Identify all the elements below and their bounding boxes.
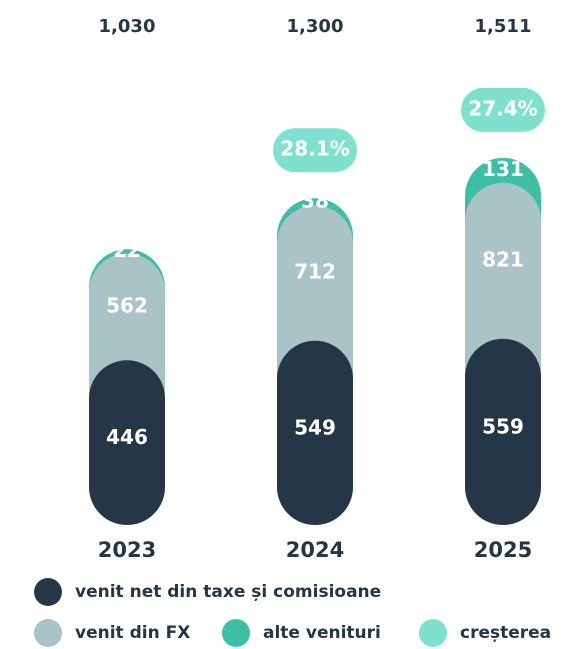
segment-label: 712 — [294, 260, 336, 284]
growth-label: 28.1% — [280, 137, 349, 161]
bar-segment — [465, 338, 541, 525]
growth-label: 27.4% — [468, 96, 537, 120]
segment-label: 562 — [106, 293, 148, 317]
total-label: 1,511 — [475, 16, 532, 37]
segment-label: 131 — [482, 157, 524, 181]
x-tick-label: 2023 — [98, 538, 156, 562]
x-tick-label: 2024 — [286, 538, 344, 562]
segment-label: 38 — [301, 188, 329, 212]
growth-pill — [461, 87, 545, 132]
segment-label: 559 — [482, 414, 524, 438]
legend-label: venit din FX — [75, 623, 190, 643]
segment-label: 446 — [106, 425, 148, 449]
growth-pill — [273, 128, 357, 173]
total-label: 1,300 — [287, 16, 344, 37]
legend-swatch — [34, 619, 62, 647]
legend-label: creșterea — [460, 623, 551, 643]
legend-swatch — [222, 619, 250, 647]
legend-label: venit net din taxe și comisioane — [75, 582, 381, 602]
segment-label: 22 — [113, 238, 141, 262]
bar-segment — [89, 360, 165, 525]
x-tick-label: 2025 — [474, 538, 532, 562]
total-label: 1,030 — [99, 16, 156, 37]
segment-label: 821 — [482, 247, 524, 271]
segment-label: 549 — [294, 415, 336, 439]
legend-swatch — [419, 619, 447, 647]
bar-segment — [277, 340, 353, 525]
legend-swatch — [34, 578, 62, 606]
legend-label: alte venituri — [263, 623, 381, 643]
